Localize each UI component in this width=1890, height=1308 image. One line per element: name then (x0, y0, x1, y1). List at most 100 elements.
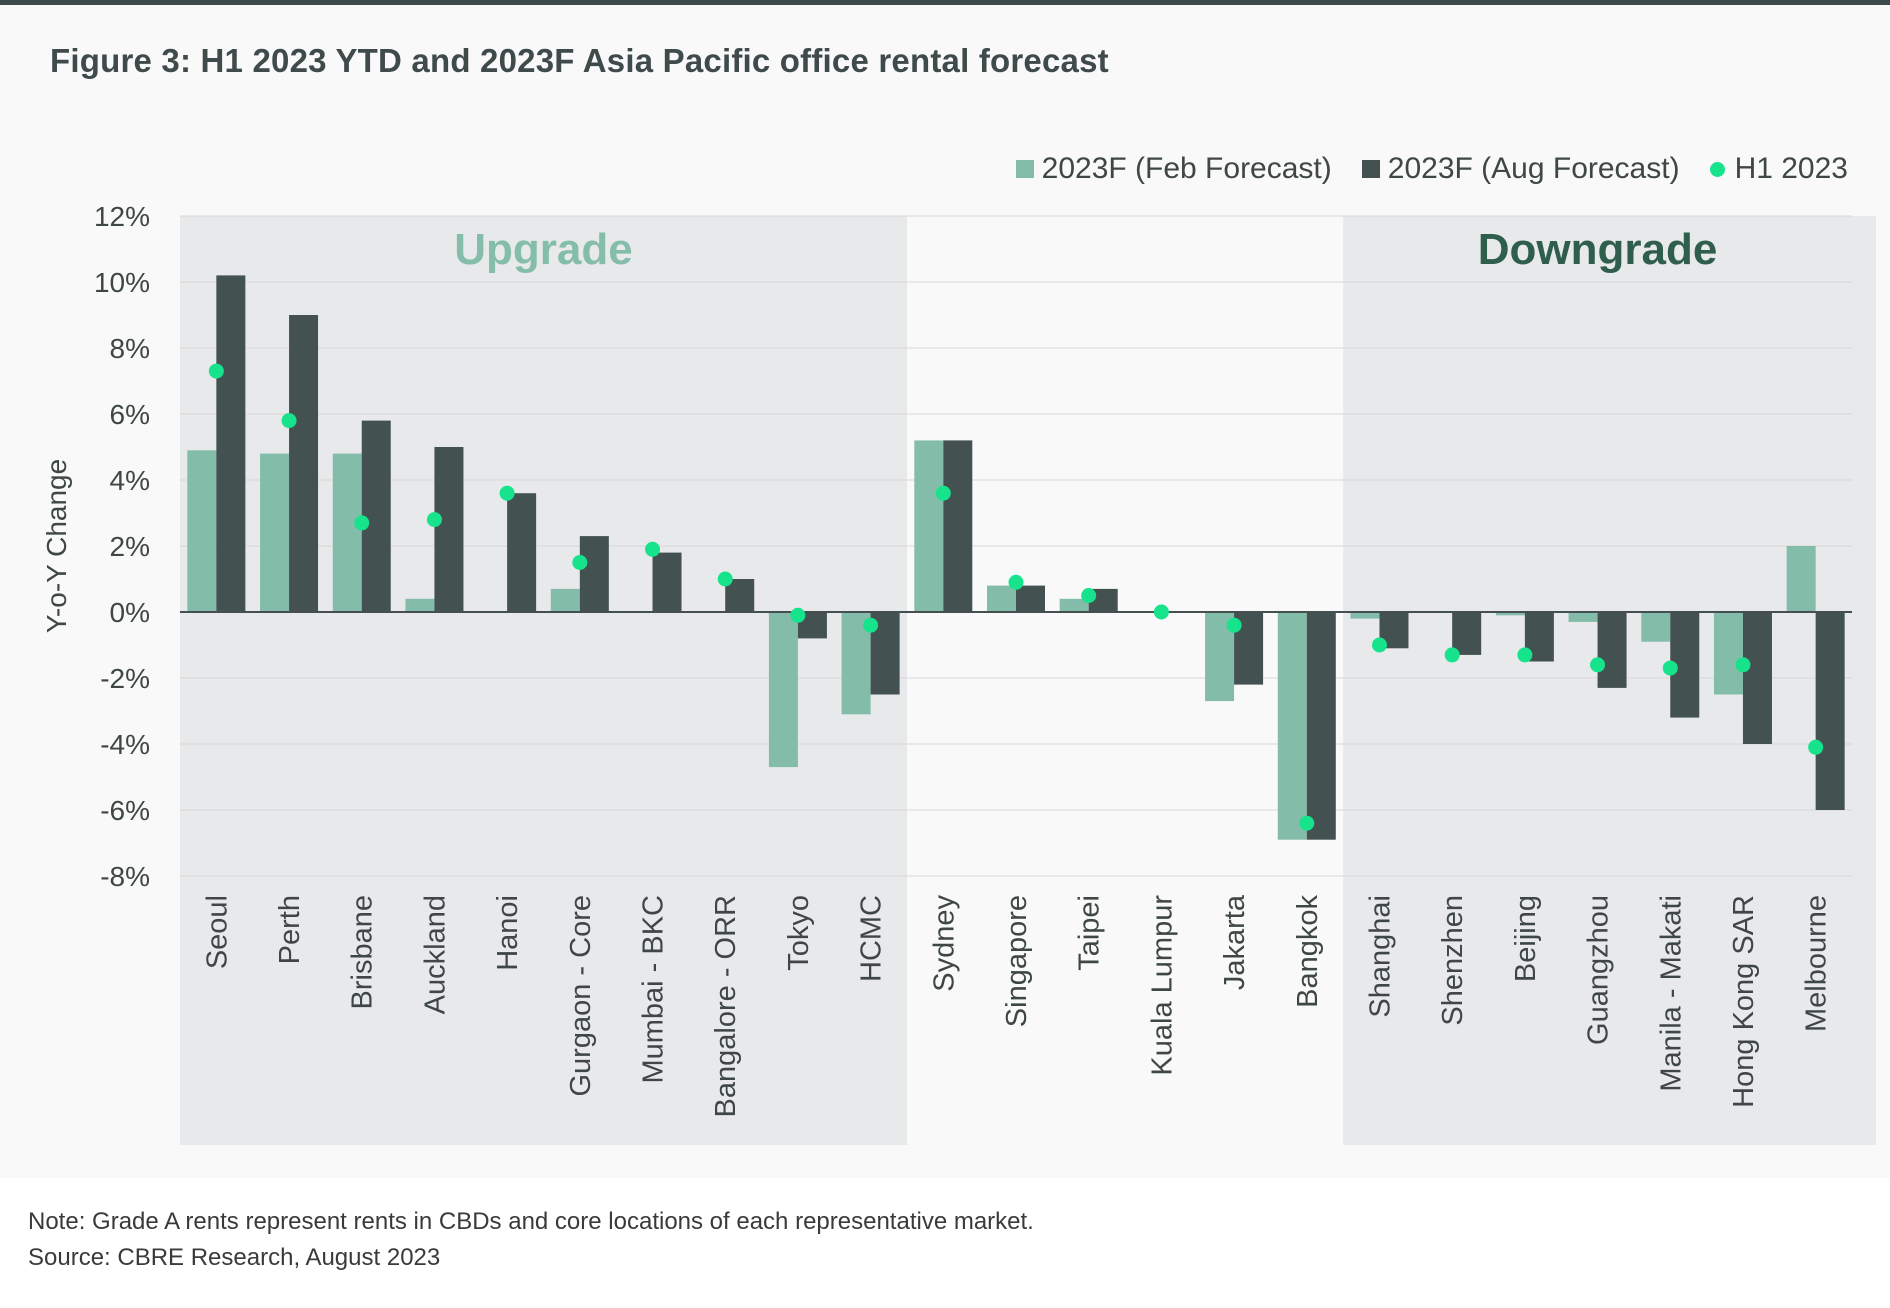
bar-chart: Upgrade Downgrade 12% 10% 8% 6% 4% 2% 0% -2% -4% -6… (41, 201, 1876, 1145)
bar-feb (1568, 612, 1598, 622)
legend-label-feb: 2023F (Feb Forecast) (1041, 152, 1332, 185)
dot-h1 (1735, 657, 1751, 673)
y-tick-label: -6% (100, 795, 150, 826)
legend-dot-h1 (1709, 161, 1725, 177)
bar-aug (1016, 585, 1045, 612)
bar-aug (1452, 612, 1482, 655)
y-tick-label: 4% (110, 465, 150, 496)
category-label: Hanoi (492, 895, 524, 971)
y-axis-label: Y-o-Y Change (41, 459, 72, 633)
dot-h1 (717, 571, 733, 587)
legend-item-feb: 2023F (Feb Forecast) (1015, 152, 1332, 186)
category-label: Seoul (201, 895, 233, 969)
category-label: HCMC (856, 895, 888, 982)
footer-source: Source: CBRE Research, August 2023 (28, 1244, 441, 1271)
legend-label-h1: H1 2023 (1734, 152, 1848, 185)
category-label: Manila - Makati (1655, 895, 1687, 1092)
bar-feb (550, 588, 580, 612)
bar-aug (434, 447, 464, 612)
category-label: Shenzhen (1437, 895, 1469, 1026)
legend-item-aug: 2023F (Aug Forecast) (1361, 152, 1680, 186)
dot-h1 (863, 617, 879, 633)
y-tick-label: -2% (100, 663, 150, 694)
bar-feb (1059, 598, 1089, 612)
y-tick-label: 2% (110, 531, 150, 562)
legend-item-h1: H1 2023 (1709, 152, 1848, 186)
chart-title: Figure 3: H1 2023 YTD and 2023F Asia Pac… (50, 42, 1109, 79)
bar-aug (1742, 612, 1772, 744)
category-label: Tokyo (783, 895, 815, 971)
bar-feb (332, 453, 362, 612)
downgrade-label: Downgrade (1478, 225, 1718, 274)
bar-aug (652, 552, 682, 612)
category-label: Beijing (1510, 895, 1542, 982)
dot-h1 (1008, 574, 1024, 590)
legend-swatch-feb (1015, 160, 1034, 178)
dot-h1 (1299, 815, 1315, 831)
category-label: Guangzhou (1583, 895, 1615, 1045)
dot-h1 (1517, 647, 1533, 663)
legend-swatch-aug (1361, 160, 1380, 178)
bar-feb (768, 612, 798, 768)
dot-h1 (790, 607, 806, 623)
bar-feb (260, 453, 290, 612)
dot-h1 (208, 363, 224, 379)
y-tick-label: -4% (100, 729, 150, 760)
dot-h1 (1444, 647, 1460, 663)
category-label: Auckland (419, 895, 451, 1014)
y-tick-label: 8% (110, 333, 150, 364)
dot-h1 (1808, 739, 1824, 755)
y-tick-label: 0% (110, 597, 150, 628)
bar-aug (579, 536, 609, 612)
y-tick-label: 6% (110, 399, 150, 430)
bar-aug (1815, 612, 1845, 810)
dot-h1 (572, 555, 588, 570)
dot-h1 (1153, 604, 1169, 620)
bar-aug (216, 275, 246, 612)
category-label: Kuala Lumpur (1146, 895, 1178, 1076)
bar-aug (361, 420, 391, 612)
legend-label-aug: 2023F (Aug Forecast) (1387, 152, 1680, 185)
dot-h1 (1662, 660, 1678, 676)
dot-h1 (426, 512, 442, 528)
dot-h1 (1371, 637, 1387, 653)
category-label: Gurgaon - Core (565, 895, 597, 1097)
bar-aug (289, 315, 319, 612)
category-label: Melbourne (1801, 895, 1833, 1032)
category-label: Jakarta (1219, 894, 1251, 990)
dot-h1 (1226, 617, 1242, 633)
category-label: Shanghai (1364, 895, 1396, 1018)
bar-feb (187, 450, 217, 612)
bar-feb (914, 440, 944, 612)
dot-h1 (935, 485, 951, 501)
dot-h1 (645, 541, 661, 557)
category-label: Mumbai - BKC (638, 895, 670, 1084)
dot-h1 (1081, 588, 1097, 603)
category-label: Bangkok (1292, 895, 1324, 1008)
bar-feb (1495, 612, 1525, 616)
category-label: Brisbane (347, 895, 379, 1009)
category-label: Singapore (1001, 895, 1033, 1027)
bar-aug (507, 493, 537, 612)
bar-aug (1597, 612, 1627, 688)
dot-h1 (499, 485, 515, 501)
dot-h1 (1590, 657, 1606, 673)
bar-feb (1786, 546, 1816, 612)
category-label: Taipei (1074, 895, 1106, 971)
bar-feb (405, 598, 435, 612)
bar-feb (1277, 612, 1307, 840)
y-tick-label: -8% (100, 861, 150, 892)
y-tick-label: 10% (94, 267, 150, 298)
bar-feb (987, 585, 1016, 612)
category-label: Bangalore - ORR (710, 895, 742, 1117)
bar-feb (1641, 612, 1671, 642)
bar-feb (1713, 612, 1743, 695)
category-label: Perth (274, 895, 306, 964)
dot-h1 (281, 413, 297, 429)
category-label: Sydney (928, 895, 960, 992)
y-tick-label: 12% (94, 201, 150, 232)
dot-h1 (354, 515, 370, 531)
bar-aug (943, 440, 973, 612)
bar-feb (1350, 612, 1380, 619)
bar-aug (1306, 612, 1336, 840)
